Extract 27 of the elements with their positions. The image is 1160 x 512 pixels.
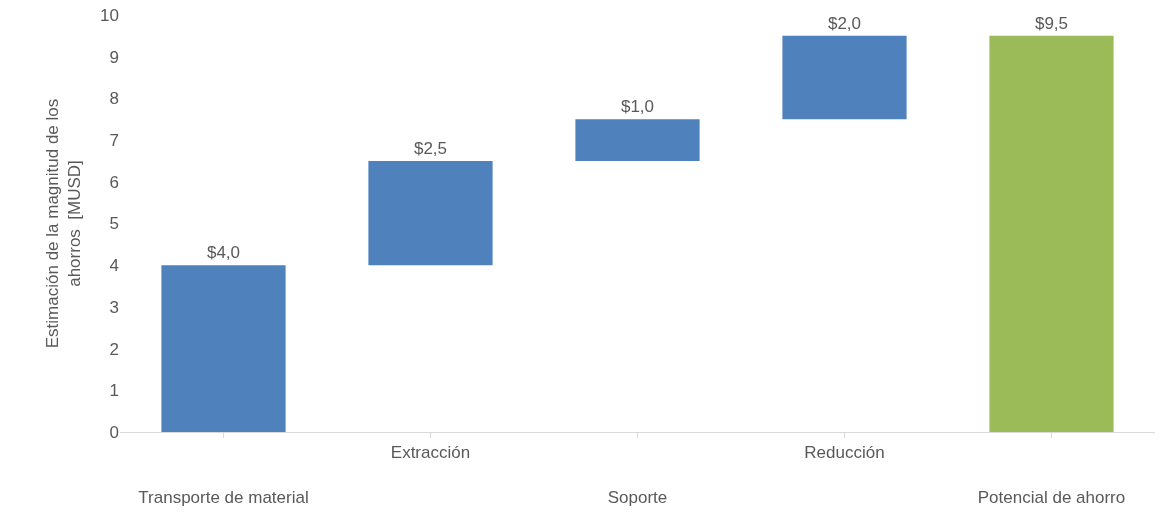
y-axis-title: Estimación de la magnitud de los ahorros [MUSD] [42,98,84,349]
data-label: $1,0 [620,97,655,117]
data-label: $9,5 [1034,13,1069,33]
y-tick-label: 8 [109,89,119,109]
bar [989,35,1114,432]
y-tick-label: 10 [100,5,119,25]
y-tick-label: 4 [109,256,119,276]
bar [782,35,907,120]
x-tick-label: Soporte [607,487,668,507]
y-tick-label: 3 [109,297,119,317]
bar [368,160,493,266]
x-tick-label: Extracción [390,443,471,463]
y-tick-label: 0 [109,422,119,442]
x-tick-label: Reducción [804,443,885,463]
x-tick-label: Potencial de ahorro [977,487,1126,507]
y-tick-label: 1 [109,381,119,401]
bar [575,119,700,161]
y-tick-label: 6 [109,172,119,192]
y-tick-label: 7 [109,131,119,151]
y-tick-label: 2 [109,339,119,359]
y-tick-label: 5 [109,214,119,234]
data-label: $4,0 [206,243,241,263]
y-tick-label: 9 [109,47,119,67]
x-tick-label: Transporte de material [138,487,309,507]
data-label: $2,0 [827,13,862,33]
data-label: $2,5 [413,138,448,158]
bar [161,265,286,432]
